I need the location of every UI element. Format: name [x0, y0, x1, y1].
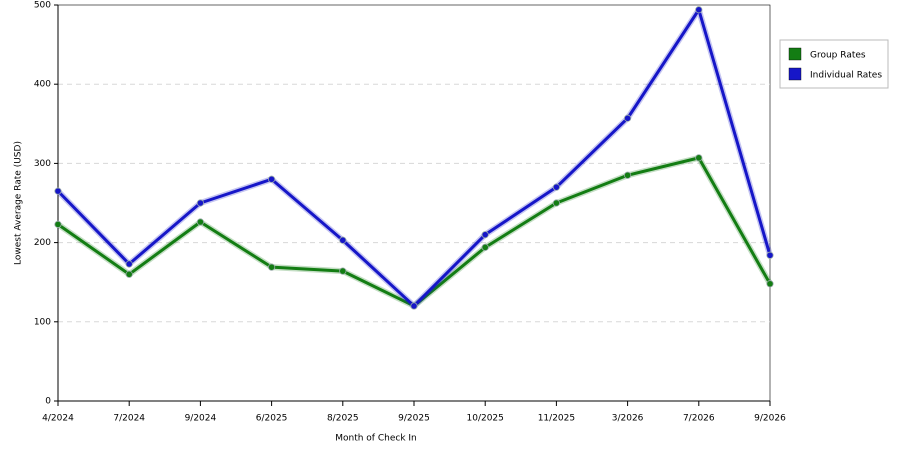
data-point	[54, 187, 62, 195]
x-tick-label: 6/2025	[256, 414, 288, 424]
y-tick-label: 200	[34, 238, 51, 248]
data-point	[481, 231, 489, 239]
data-point	[552, 199, 561, 207]
y-tick-label: 300	[34, 159, 51, 169]
data-point	[695, 6, 703, 14]
legend-label: Individual Rates	[810, 71, 882, 81]
data-point	[267, 263, 276, 271]
data-point	[552, 183, 561, 191]
x-tick-label: 8/2025	[327, 414, 359, 424]
x-tick-label: 11/2025	[538, 414, 575, 424]
x-tick-label: 7/2024	[113, 414, 145, 424]
legend-swatch	[788, 67, 802, 81]
y-tick-label: 500	[34, 1, 51, 11]
data-point	[410, 302, 418, 310]
y-axis-label: Lowest Average Rate (USD)	[14, 141, 24, 265]
data-point	[125, 260, 133, 268]
data-point	[481, 243, 489, 251]
x-tick-label: 9/2024	[185, 414, 217, 424]
y-tick-label: 0	[45, 397, 51, 407]
legend-swatch	[788, 47, 802, 61]
data-point	[766, 251, 774, 259]
x-tick-label: 9/2026	[754, 414, 786, 424]
data-point	[695, 154, 703, 162]
data-point	[339, 267, 347, 275]
x-tick-label: 4/2024	[42, 414, 74, 424]
data-point	[196, 218, 204, 226]
data-point	[196, 199, 204, 207]
x-axis-label: Month of Check In	[335, 434, 417, 444]
data-point	[54, 220, 62, 228]
legend-label: Group Rates	[810, 51, 866, 61]
legend	[779, 39, 889, 89]
data-point	[623, 114, 632, 122]
x-tick-label: 10/2025	[467, 414, 504, 424]
x-tick-label: 3/2026	[612, 414, 644, 424]
data-point	[766, 280, 774, 288]
x-tick-label: 9/2025	[398, 414, 430, 424]
y-tick-label: 400	[34, 80, 51, 90]
data-point	[623, 171, 632, 179]
x-tick-label: 7/2026	[683, 414, 715, 424]
data-point	[339, 236, 347, 244]
data-point	[267, 175, 276, 183]
y-tick-label: 100	[34, 317, 51, 327]
data-point	[125, 270, 133, 278]
plot-area	[57, 4, 771, 402]
